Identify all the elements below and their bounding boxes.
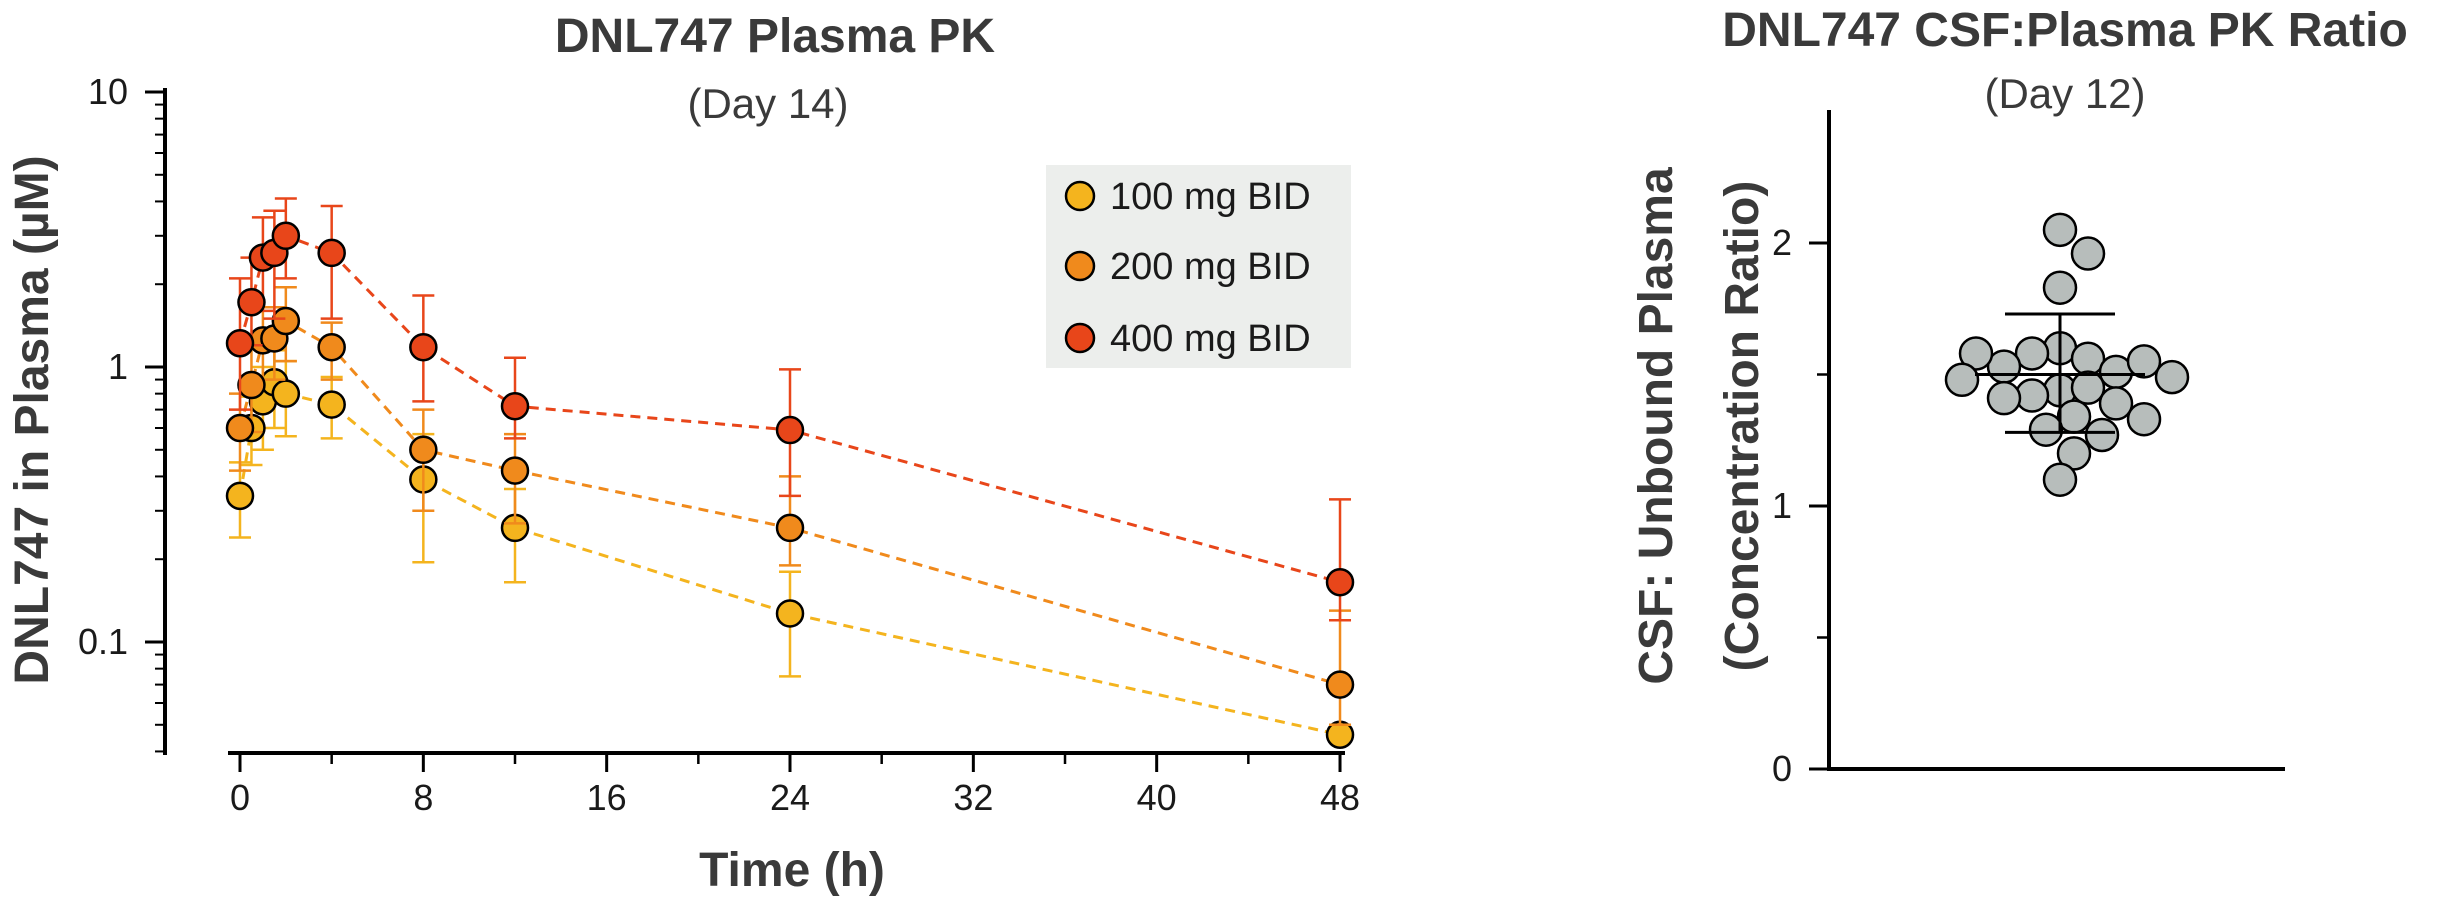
data-point bbox=[271, 306, 301, 336]
pk-chart-subtitle: (Day 14) bbox=[687, 80, 848, 127]
series-line bbox=[238, 233, 1341, 584]
csf-ratio-chart: DNL747 CSF:Plasma PK Ratio (Day 12) CSF:… bbox=[1630, 4, 2408, 789]
csf-y-axis-label-line1: CSF: Unbound Plasma bbox=[1630, 167, 1683, 685]
csf-data-point bbox=[2028, 412, 2064, 447]
pk-x-tick-label: 24 bbox=[770, 777, 810, 818]
csf-data-point bbox=[2084, 417, 2120, 453]
legend-label-400mg: 400 mg BID bbox=[1110, 318, 1311, 360]
pk-x-tick-label: 0 bbox=[230, 777, 250, 818]
data-point bbox=[225, 481, 255, 511]
data-point bbox=[317, 390, 346, 419]
data-point bbox=[500, 456, 530, 485]
csf-y-tick-label: 0 bbox=[1772, 748, 1792, 789]
data-point bbox=[237, 370, 266, 400]
data-point bbox=[775, 415, 805, 445]
data-point bbox=[237, 287, 266, 317]
data-point bbox=[409, 332, 438, 362]
pk-y-tick-label: 10 bbox=[88, 71, 128, 112]
data-point bbox=[225, 329, 255, 358]
series-200-mg-bid bbox=[225, 285, 1355, 727]
data-point bbox=[317, 332, 346, 362]
pk-legend: 100 mg BID 200 mg BID 400 mg BID bbox=[1046, 165, 1351, 368]
csf-data-point bbox=[1986, 380, 2022, 416]
csf-data-point bbox=[2070, 236, 2106, 271]
pk-x-tick-label: 32 bbox=[953, 777, 993, 818]
csf-data-point bbox=[2056, 436, 2092, 471]
pk-series bbox=[225, 197, 1355, 749]
csf-data-point bbox=[2154, 359, 2190, 395]
pk-x-tick-label: 16 bbox=[587, 777, 627, 818]
pk-y-tick-label: 0.1 bbox=[78, 621, 128, 662]
csf-y-tick-label: 1 bbox=[1772, 485, 1792, 526]
pk-x-tick-label: 8 bbox=[413, 777, 433, 818]
csf-points bbox=[1944, 212, 2190, 497]
csf-data-point bbox=[2042, 270, 2078, 305]
data-point bbox=[500, 391, 530, 421]
legend-marker-200mg bbox=[1064, 250, 1096, 282]
csf-data-point bbox=[2042, 462, 2078, 497]
pk-legend-box bbox=[1046, 165, 1351, 368]
pk-x-axis-label: Time (h) bbox=[699, 844, 885, 897]
csf-axes: 0 1 2 bbox=[1772, 222, 1829, 789]
data-point bbox=[225, 413, 255, 443]
csf-data-point bbox=[2098, 386, 2134, 421]
series-line bbox=[238, 318, 1341, 687]
csf-chart-title: DNL747 CSF:Plasma PK Ratio bbox=[1722, 4, 2408, 57]
csf-data-point bbox=[2126, 344, 2162, 379]
series-line bbox=[238, 379, 1341, 737]
csf-mean-sd bbox=[1975, 312, 2145, 434]
pk-chart-title: DNL747 Plasma PK bbox=[555, 10, 996, 63]
csf-data-point bbox=[2014, 336, 2050, 371]
plasma-pk-chart: DNL747 Plasma PK (Day 14) Time (h) DNL74… bbox=[6, 10, 1360, 897]
pk-y-axis-label: DNL747 in Plasma (µM) bbox=[6, 155, 59, 684]
csf-data-point bbox=[1958, 336, 1994, 371]
series-400-mg-bid bbox=[225, 197, 1355, 622]
pk-x-tick-label: 48 bbox=[1320, 777, 1360, 818]
data-point bbox=[409, 435, 438, 465]
csf-data-point bbox=[2042, 212, 2078, 248]
data-point bbox=[271, 379, 301, 408]
data-point bbox=[1325, 670, 1355, 699]
csf-y-axis-label-line2: (Concentration Ratio) bbox=[1716, 181, 1769, 672]
csf-data-point bbox=[2070, 370, 2106, 405]
pk-x-tick-label: 40 bbox=[1137, 777, 1177, 818]
data-point bbox=[775, 599, 805, 628]
legend-label-200mg: 200 mg BID bbox=[1110, 246, 1311, 288]
csf-chart-subtitle: (Day 12) bbox=[1984, 70, 2145, 117]
legend-marker-400mg bbox=[1064, 322, 1096, 354]
legend-label-100mg: 100 mg BID bbox=[1110, 176, 1311, 218]
data-point bbox=[271, 221, 301, 251]
csf-y-tick-label: 2 bbox=[1772, 222, 1792, 263]
pk-axes: 0 8 16 24 32 40 48 0.1 1 10 bbox=[78, 71, 1360, 818]
pk-y-tick-label: 1 bbox=[108, 346, 128, 387]
data-point bbox=[775, 513, 805, 543]
data-point bbox=[317, 238, 346, 268]
data-point bbox=[1325, 567, 1355, 597]
csf-data-point bbox=[1944, 362, 1980, 398]
legend-marker-100mg bbox=[1064, 180, 1096, 212]
csf-data-point bbox=[2126, 401, 2162, 437]
